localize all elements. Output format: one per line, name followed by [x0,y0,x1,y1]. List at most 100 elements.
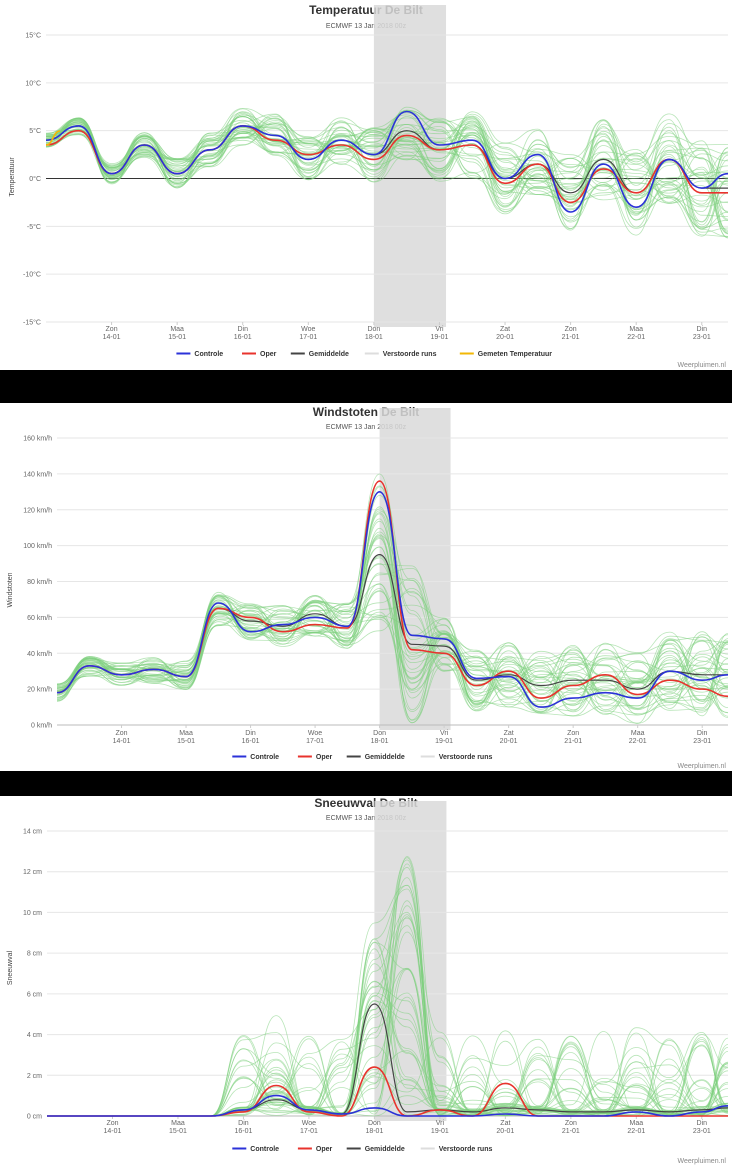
chart-subtitle: ECMWF 13 Jan 2018 00z [326,815,407,822]
x-tick-date: 21-01 [562,1128,580,1135]
x-tick-day: Vri [440,730,449,737]
x-tick-day: Zon [106,326,118,333]
x-tick-date: 18-01 [365,334,383,341]
legend-item[interactable]: Oper [297,754,333,761]
y-tick-label: 120 km/h [23,507,52,514]
x-tick-day: Vri [436,1120,445,1127]
y-tick-label: 10 cm [23,910,42,917]
x-tick-day: Maa [179,730,193,737]
x-tick-date: 15-01 [177,738,195,745]
x-tick-day: Zon [106,1120,118,1127]
x-tick-day: Don [373,730,386,737]
y-tick-label: 5°C [29,127,41,135]
legend-item[interactable]: Controle [232,754,279,761]
credit-link[interactable]: Weerpluimen.nl [677,1158,726,1165]
ensemble-run-line [56,562,729,715]
x-tick-day: Woe [308,730,322,737]
chart-subtitle: ECMWF 13 Jan 2018 00z [326,424,407,431]
x-tick-date: 20-01 [500,738,518,745]
x-tick-date: 19-01 [435,738,453,745]
legend-item[interactable]: Oper [297,1146,333,1153]
x-tick-date: 23-01 [693,1128,711,1135]
ensemble-run-line [45,112,729,236]
y-tick-label: 15°C [25,32,41,40]
x-tick-day: Woe [301,326,315,333]
x-tick-date: 14-01 [103,334,121,341]
y-tick-label: 40 km/h [27,651,52,658]
legend-label: Oper [316,1146,333,1153]
y-tick-label: 8 cm [27,951,42,958]
x-tick-date: 16-01 [242,738,260,745]
ensemble-run-line [56,506,729,705]
ensemble-run-line [56,533,729,724]
y-tick-label: 20 km/h [27,687,52,694]
legend-label: Gemiddelde [309,351,349,358]
y-tick-label: 12 cm [23,869,42,876]
y-tick-label: 4 cm [27,1032,42,1039]
x-tick-day: Zon [565,1120,577,1127]
series-line-controle [45,110,729,213]
legend: Controle Oper Gemiddelde Verstoorde runs [232,1146,492,1153]
wind-chart-panel: Windstoten De Bilt ECMWF 13 Jan 2018 00z… [0,403,732,771]
y-tick-label: 60 km/h [27,615,52,622]
legend-item[interactable]: Verstoorde runs [420,754,493,761]
y-tick-label: 100 km/h [23,543,52,550]
legend: Controle Oper Gemiddelde Verstoorde runs [232,754,492,761]
series-line-gemeten-temperatuur [45,130,61,146]
legend-label: Verstoorde runs [439,1146,493,1153]
credit-link[interactable]: Weerpluimen.nl [677,362,726,369]
legend-label: Gemeten Temperatuur [478,351,552,358]
legend-label: Oper [260,351,277,358]
x-tick-day: Din [238,1120,249,1127]
legend-item[interactable]: Verstoorde runs [364,351,437,358]
x-tick-date: 19-01 [431,1128,449,1135]
x-tick-date: 14-01 [104,1128,122,1135]
legend-item[interactable]: Gemeten Temperatuur [459,351,552,358]
ensemble-run-line [45,123,729,237]
ensemble-run-line [45,114,729,208]
x-tick-date: 21-01 [564,738,582,745]
legend-label: Controle [250,754,279,761]
plot-area: 0 km/h 20 km/h 40 km/h 60 km/h 80 km/h 100 km… [23,408,729,745]
x-tick-day: Din [245,730,256,737]
x-tick-day: Din [697,730,708,737]
legend-item[interactable]: Gemiddelde [290,351,349,358]
legend-item[interactable]: Controle [176,351,223,358]
x-tick-day: Maa [170,326,184,333]
legend-item[interactable]: Verstoorde runs [420,1146,493,1153]
y-tick-label: 2 cm [27,1073,42,1080]
x-tick-date: 17-01 [300,1128,318,1135]
x-tick-day: Din [237,326,248,333]
ensemble-run-line [45,112,729,232]
legend-label: Controle [250,1146,279,1153]
y-axis-label: Temperatuur [9,157,16,197]
credit-link[interactable]: Weerpluimen.nl [677,763,726,770]
plot-area: -15°C-10°C-5°C0°C5°C10°C15°CZon14-01Maa1… [23,5,729,341]
x-tick-date: 23-01 [693,738,711,745]
y-tick-label: -10°C [23,271,41,279]
legend-item[interactable]: Gemiddelde [346,1146,405,1153]
ensemble-run-line [56,597,729,713]
x-tick-day: Zat [504,730,514,737]
x-tick-date: 16-01 [234,334,252,341]
series-line-controle [46,1094,729,1117]
y-axis-label: Sneeuwval [7,950,14,985]
ensemble-run-line [56,473,729,712]
ensemble-run-line [56,518,729,711]
y-tick-label: 0°C [29,175,41,183]
x-tick-day: Zat [500,326,510,333]
legend-item[interactable]: Oper [242,351,277,358]
snow-chart-panel: Sneeuwval De Bilt ECMWF 13 Jan 2018 00z … [0,796,732,1166]
x-tick-date: 15-01 [169,1128,187,1135]
x-tick-day: Din [697,326,708,333]
y-tick-label: 10°C [25,79,41,87]
legend-item[interactable]: Controle [232,1146,279,1153]
legend-item[interactable]: Gemiddelde [346,754,405,761]
y-tick-label: 80 km/h [27,579,52,586]
x-tick-date: 17-01 [299,334,317,341]
ensemble-run-line [56,583,729,724]
y-tick-label: 0 km/h [31,723,52,730]
x-tick-day: Don [367,326,380,333]
ensemble-run-line [45,113,729,208]
y-axis-label: Windstoten [7,572,14,607]
